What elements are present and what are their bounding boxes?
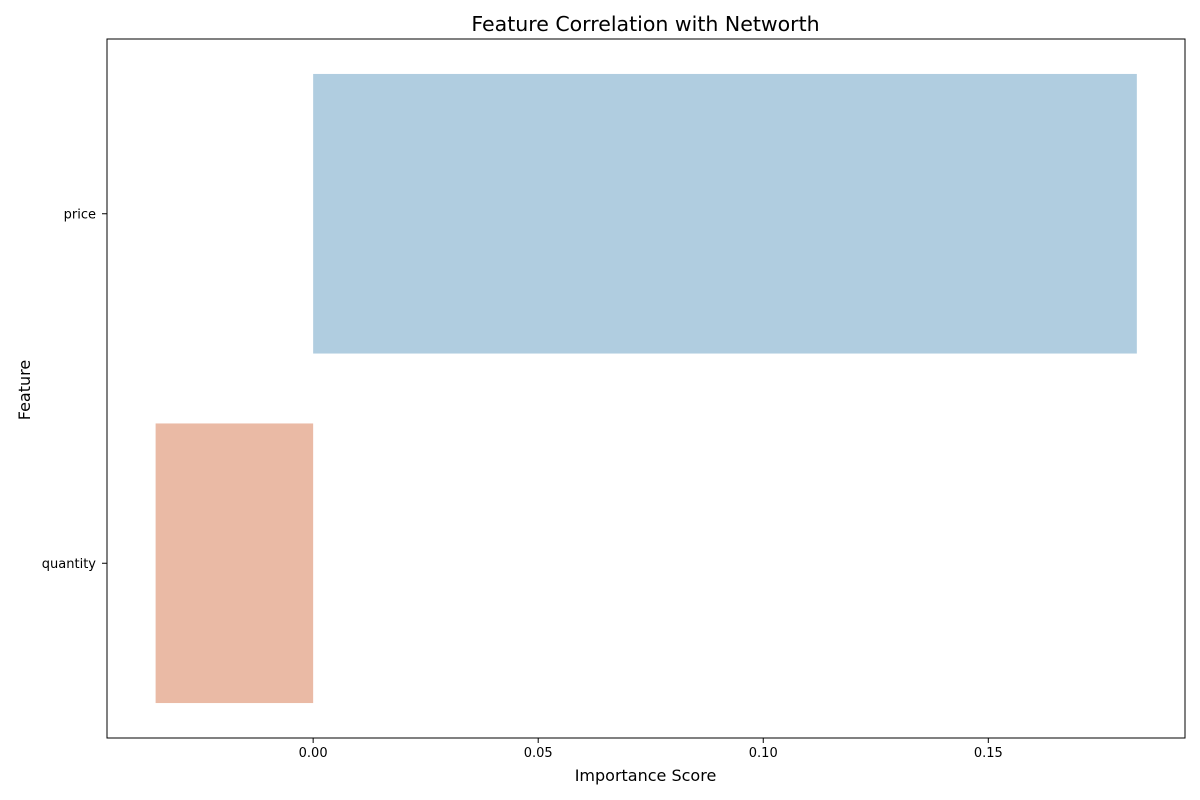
- chart-title: Feature Correlation with Networth: [471, 12, 819, 36]
- y-axis-label: Feature: [15, 360, 34, 420]
- y-axis-ticks: price quantity: [42, 207, 107, 572]
- bars-group: [155, 73, 1137, 704]
- bar-price: [313, 73, 1137, 354]
- x-tick-label: 0.15: [974, 746, 1003, 761]
- x-axis-label: Importance Score: [575, 766, 717, 785]
- x-axis-ticks: 0.00 0.05 0.10 0.15: [299, 738, 1003, 761]
- x-tick-label: 0.10: [749, 746, 778, 761]
- x-tick-label: 0.05: [524, 746, 553, 761]
- y-tick-label: quantity: [42, 557, 97, 572]
- y-tick-label: price: [64, 207, 96, 222]
- x-tick-label: 0.00: [299, 746, 328, 761]
- plot-frame: [106, 38, 1186, 739]
- bar-quantity: [155, 423, 314, 704]
